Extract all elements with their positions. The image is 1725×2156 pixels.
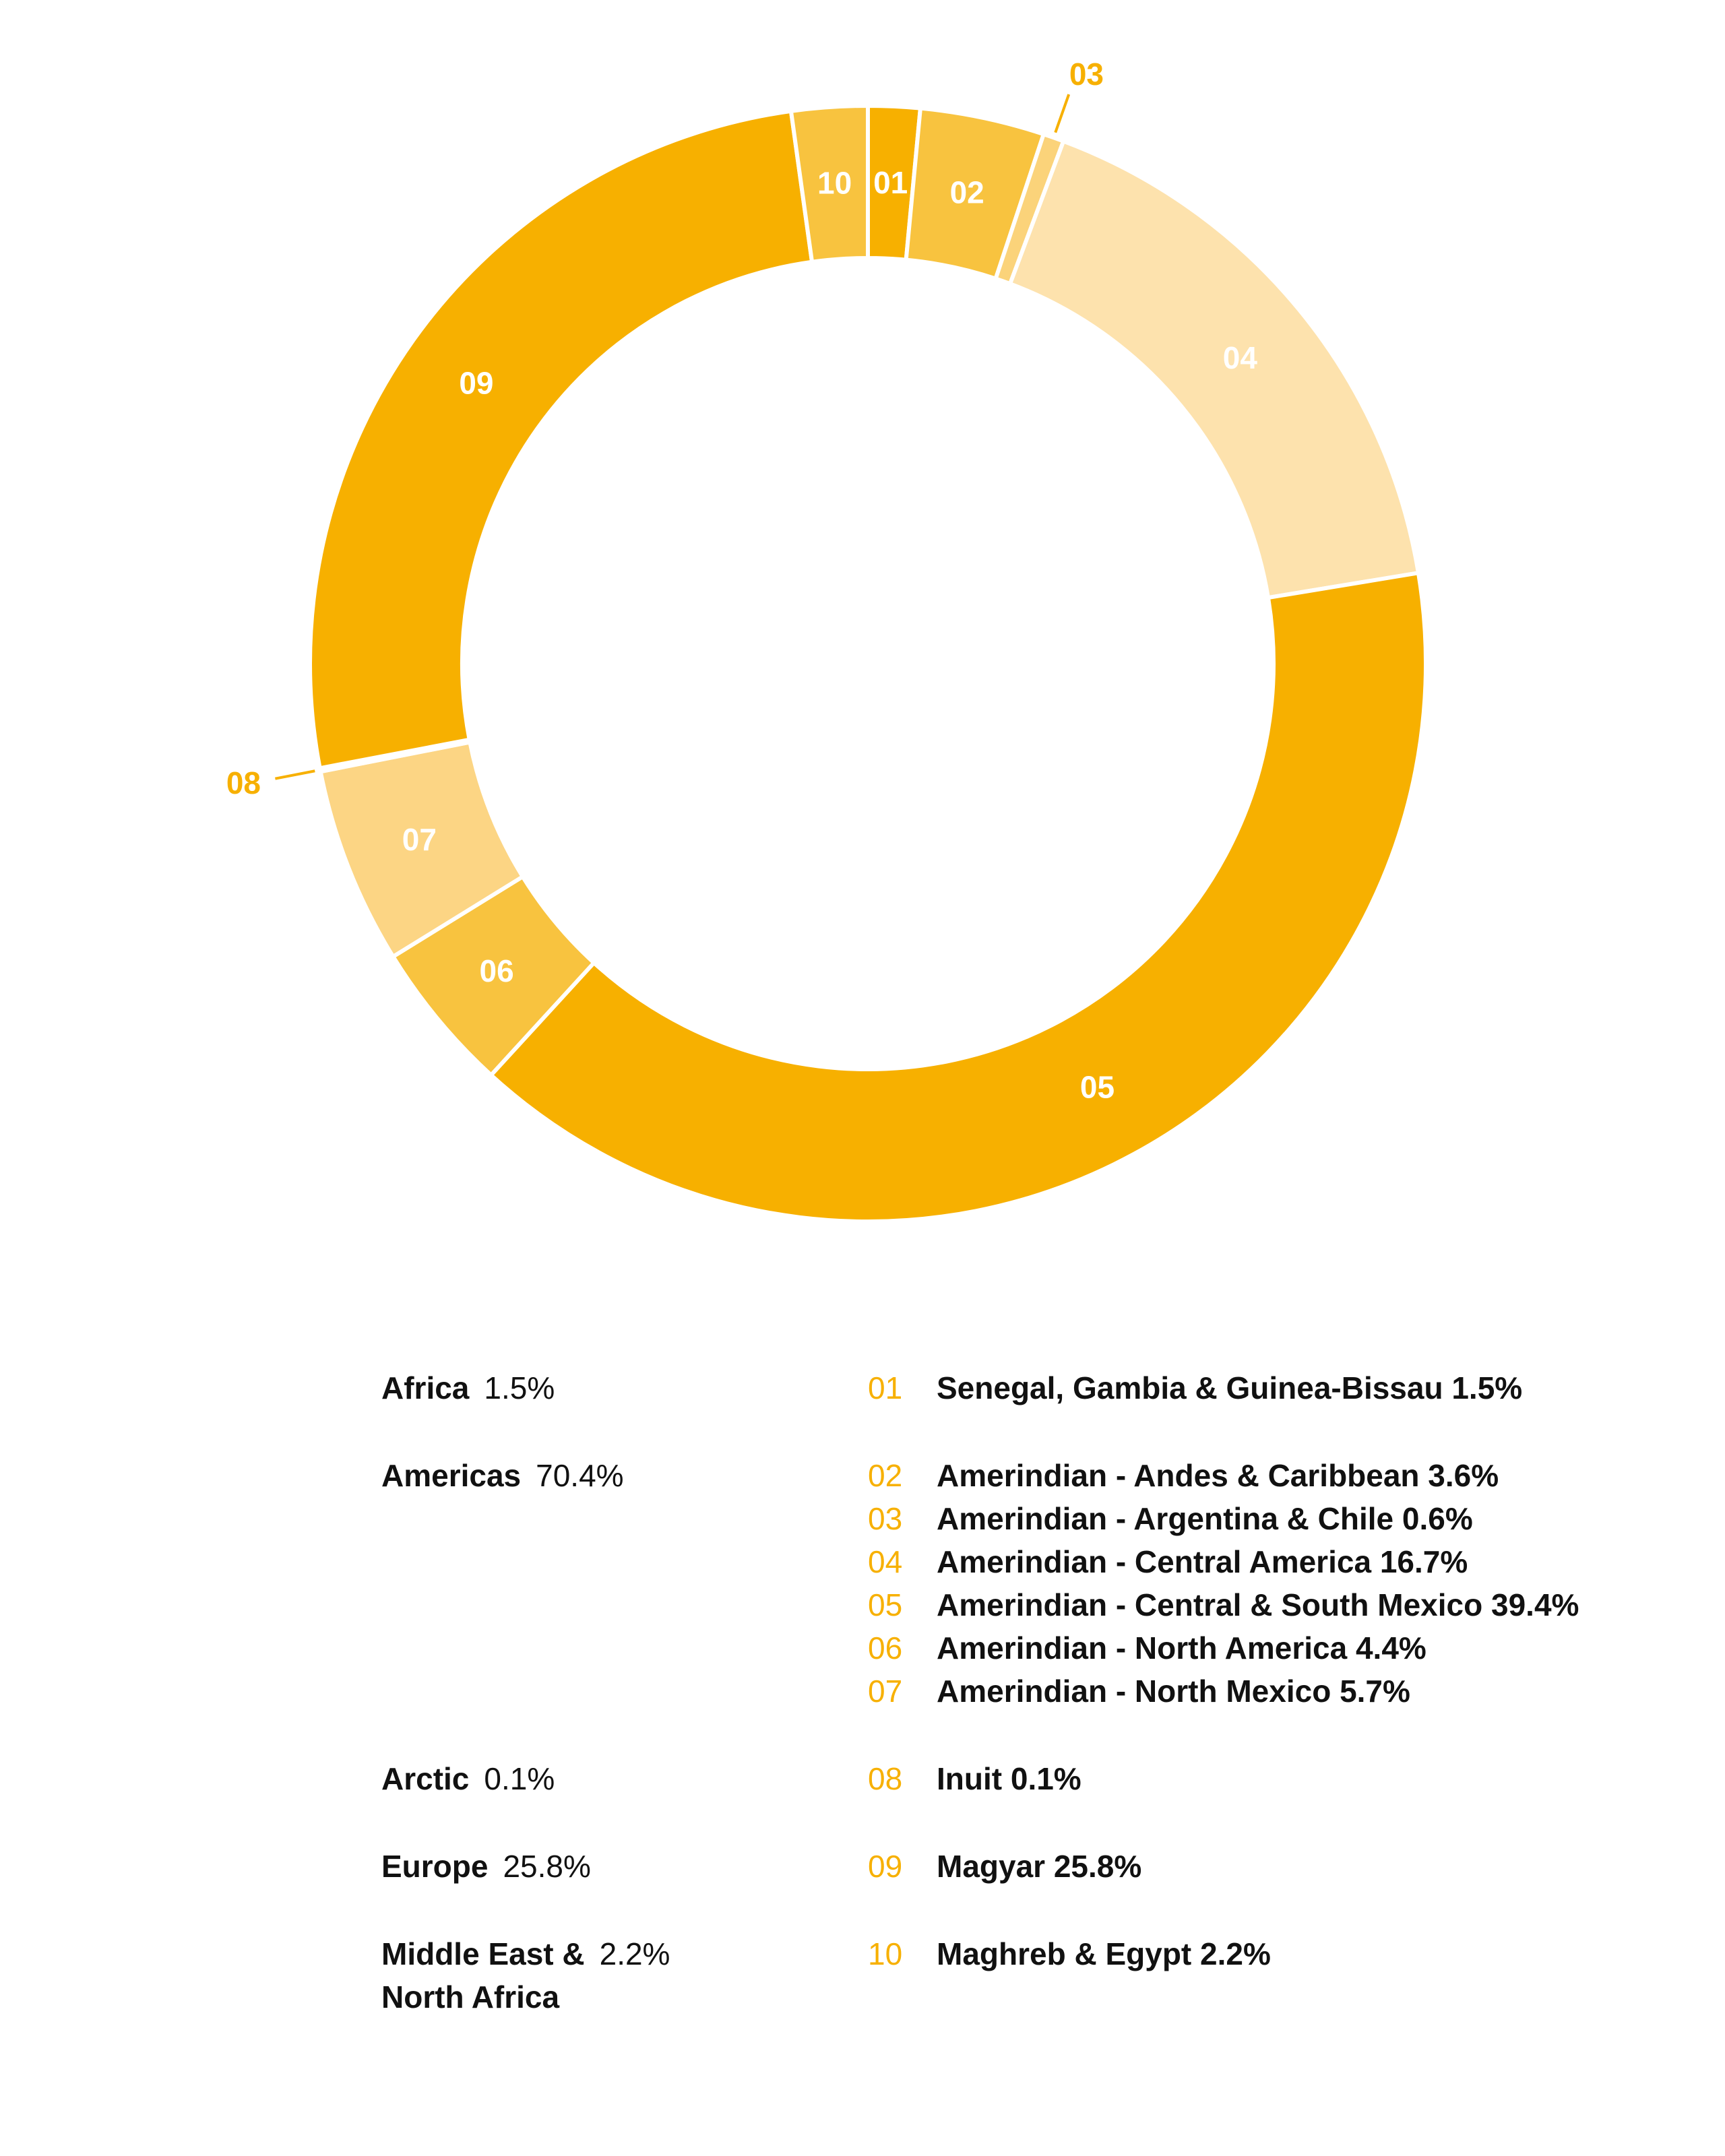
legend-item-label: Maghreb & Egypt 2.2% — [937, 1936, 1271, 1971]
donut-label-08: 08 — [226, 765, 261, 800]
legend-row: 06 Amerindian - North America 4.4% — [0, 1626, 1725, 1670]
callout-line-03 — [1054, 94, 1071, 133]
legend-item-label: Amerindian - North Mexico 5.7% — [937, 1674, 1410, 1709]
legend-item-label: Amerindian - Andes & Caribbean 3.6% — [937, 1458, 1499, 1493]
donut-segment-04 — [1007, 138, 1421, 600]
legend-item-label: Senegal, Gambia & Guinea-Bissau 1.5% — [937, 1370, 1523, 1405]
donut-label-04: 04 — [1223, 340, 1258, 375]
region-name: Middle East & — [381, 1936, 585, 1971]
donut-label-03: 03 — [1069, 57, 1104, 92]
region-label: Middle East & 2.2% — [381, 1932, 670, 1975]
donut-label-07: 07 — [402, 822, 437, 857]
region-percent: 2.2% — [599, 1936, 670, 1971]
legend-item-label: Amerindian - Central America 16.7% — [937, 1544, 1468, 1579]
legend-item-label: Amerindian - Argentina & Chile 0.6% — [937, 1501, 1473, 1536]
legend-item-label: Amerindian - Central & South Mexico 39.4… — [937, 1587, 1579, 1622]
legend-row: Africa 1.5% 01 Senegal, Gambia & Guinea-Bis… — [0, 1366, 1725, 1409]
legend-item-number: 08 — [868, 1761, 903, 1796]
legend-item-number: 03 — [868, 1501, 903, 1536]
region-percent: 1.5% — [484, 1370, 555, 1405]
legend-item-number: 09 — [868, 1849, 903, 1884]
donut-segment-10 — [788, 103, 870, 265]
donut-chart: 01 02 03 04 05 06 07 08 09 10 — [226, 56, 1428, 1224]
donut-label-05: 05 — [1080, 1070, 1115, 1105]
callout-line-08 — [275, 769, 315, 780]
donut-label-06: 06 — [479, 953, 513, 988]
legend-row: 05 Amerindian - Central & South Mexico 39… — [0, 1583, 1725, 1626]
region-label: Africa 1.5% — [381, 1366, 555, 1409]
region-name-line2: North Africa — [381, 1979, 560, 2015]
region-name: Europe — [381, 1849, 489, 1884]
donut-label-09: 09 — [459, 365, 493, 400]
legend-item-label: Inuit 0.1% — [937, 1761, 1081, 1796]
legend-item-number: 04 — [868, 1544, 903, 1579]
legend-item-number: 10 — [868, 1936, 903, 1971]
legend-item-label: Amerindian - North America 4.4% — [937, 1630, 1426, 1666]
legend-item-number: 06 — [868, 1630, 903, 1666]
region-label: Americas 70.4% — [381, 1454, 624, 1497]
donut-segment-09 — [308, 108, 815, 771]
legend-row: 03 Amerindian - Argentina & Chile 0.6% — [0, 1497, 1725, 1540]
legend-row: Arctic 0.1% 08 Inuit 0.1% — [0, 1757, 1725, 1800]
donut-label-10: 10 — [817, 166, 852, 201]
legend-row: 07 Amerindian - North Mexico 5.7% — [0, 1670, 1725, 1713]
legend-row: Middle East & 2.2% North Africa 10 Maghreb &… — [0, 1932, 1725, 2015]
donut-segment-05 — [488, 570, 1428, 1224]
region-name: Africa — [381, 1370, 470, 1405]
legend-row: 04 Amerindian - Central America 16.7% — [0, 1540, 1725, 1583]
legend-item-number: 02 — [868, 1458, 903, 1493]
region-percent: 0.1% — [484, 1761, 555, 1796]
region-name: Americas — [381, 1458, 522, 1493]
legend-item-number: 01 — [868, 1370, 903, 1405]
legend-item-number: 07 — [868, 1674, 903, 1709]
legend-row: Europe 25.8% 09 Magyar 25.8% — [0, 1845, 1725, 1888]
legend-row: Americas 70.4% 02 Amerindian - Andes & Cari… — [0, 1454, 1725, 1497]
region-label: Europe 25.8% — [381, 1845, 591, 1888]
region-percent: 25.8% — [503, 1849, 591, 1884]
legend-item-number: 05 — [868, 1587, 903, 1622]
donut-label-01: 01 — [873, 165, 908, 200]
region-percent: 70.4% — [536, 1458, 624, 1493]
region-name: Arctic — [381, 1761, 470, 1796]
legend-item-label: Magyar 25.8% — [937, 1849, 1142, 1884]
donut-label-02: 02 — [950, 175, 984, 210]
region-label: Arctic 0.1% — [381, 1757, 555, 1800]
